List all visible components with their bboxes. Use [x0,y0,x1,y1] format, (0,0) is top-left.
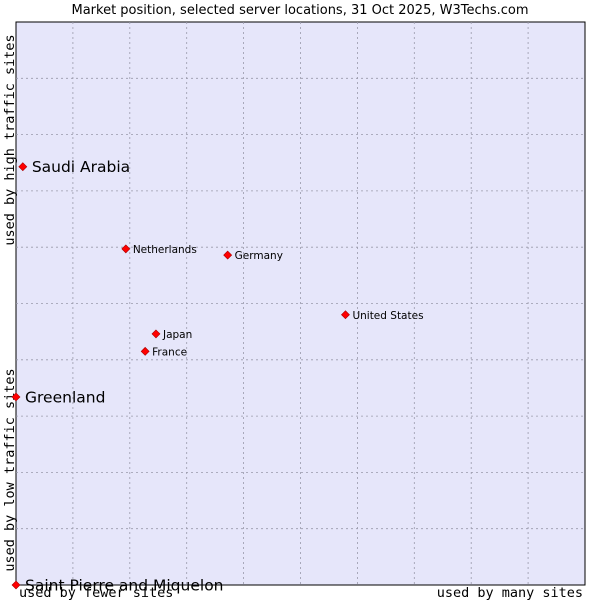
x-axis-low-label: used by fewer sites [19,585,173,600]
data-point: United States [341,310,424,322]
point-label: Japan [162,329,192,341]
point-marker [151,329,161,339]
point-label: Saudi Arabia [32,158,130,176]
point-marker [121,244,131,254]
y-axis-low-label: used by low traffic sites [2,368,18,571]
data-point: Saudi Arabia [18,158,130,176]
point-marker [18,162,28,172]
point-label: United States [352,310,423,322]
chart-title: Market position, selected server locatio… [71,3,528,18]
x-axis-high-label: used by many sites [437,585,583,600]
point-label: Saint Pierre and Miquelon [25,577,224,595]
point-marker [140,346,150,356]
data-points: Saudi Arabia Netherlands Germany United Sta… [11,158,424,595]
data-point: Saint Pierre and Miquelon [11,577,224,595]
data-point: France [140,346,187,358]
point-marker [223,250,233,260]
point-marker [341,310,350,320]
point-label: Greenland [25,388,105,406]
grid [16,22,585,585]
point-label: France [152,346,187,358]
point-label: Netherlands [133,244,197,256]
data-point: Japan [151,329,192,341]
point-label: Germany [235,250,283,262]
data-point: Greenland [11,388,105,406]
data-point: Germany [223,250,283,262]
y-axis-high-label: used by high traffic sites [2,34,18,245]
point-marker [11,392,21,402]
point-marker [11,580,21,590]
data-point: Netherlands [121,244,197,256]
